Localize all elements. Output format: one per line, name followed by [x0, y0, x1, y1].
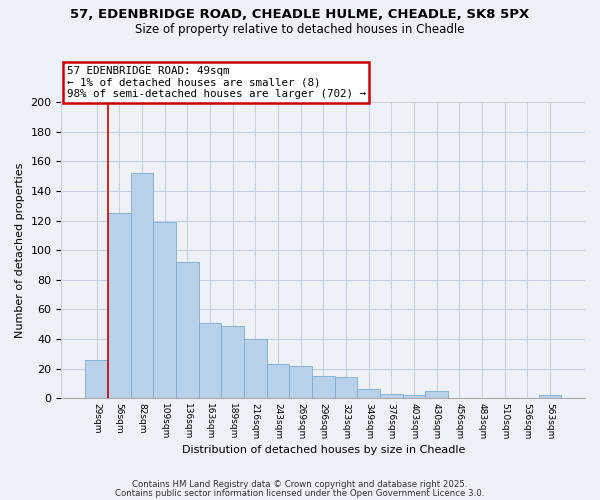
Bar: [539, 395, 561, 398]
Bar: [131, 173, 153, 398]
Bar: [176, 262, 199, 398]
Bar: [425, 391, 448, 398]
Text: Contains HM Land Registry data © Crown copyright and database right 2025.: Contains HM Land Registry data © Crown c…: [132, 480, 468, 489]
Bar: [153, 222, 176, 398]
Bar: [380, 394, 403, 398]
Bar: [221, 326, 244, 398]
Bar: [403, 395, 425, 398]
Y-axis label: Number of detached properties: Number of detached properties: [15, 162, 25, 338]
Bar: [335, 378, 357, 398]
Bar: [357, 390, 380, 398]
Text: 57 EDENBRIDGE ROAD: 49sqm
← 1% of detached houses are smaller (8)
98% of semi-de: 57 EDENBRIDGE ROAD: 49sqm ← 1% of detach…: [67, 66, 365, 99]
Bar: [266, 364, 289, 398]
Bar: [244, 339, 266, 398]
Bar: [289, 366, 312, 398]
Text: Contains public sector information licensed under the Open Government Licence 3.: Contains public sector information licen…: [115, 488, 485, 498]
Text: 57, EDENBRIDGE ROAD, CHEADLE HULME, CHEADLE, SK8 5PX: 57, EDENBRIDGE ROAD, CHEADLE HULME, CHEA…: [70, 8, 530, 20]
Bar: [85, 360, 108, 398]
Bar: [108, 213, 131, 398]
X-axis label: Distribution of detached houses by size in Cheadle: Distribution of detached houses by size …: [182, 445, 465, 455]
Bar: [312, 376, 335, 398]
Text: Size of property relative to detached houses in Cheadle: Size of property relative to detached ho…: [135, 22, 465, 36]
Bar: [199, 322, 221, 398]
